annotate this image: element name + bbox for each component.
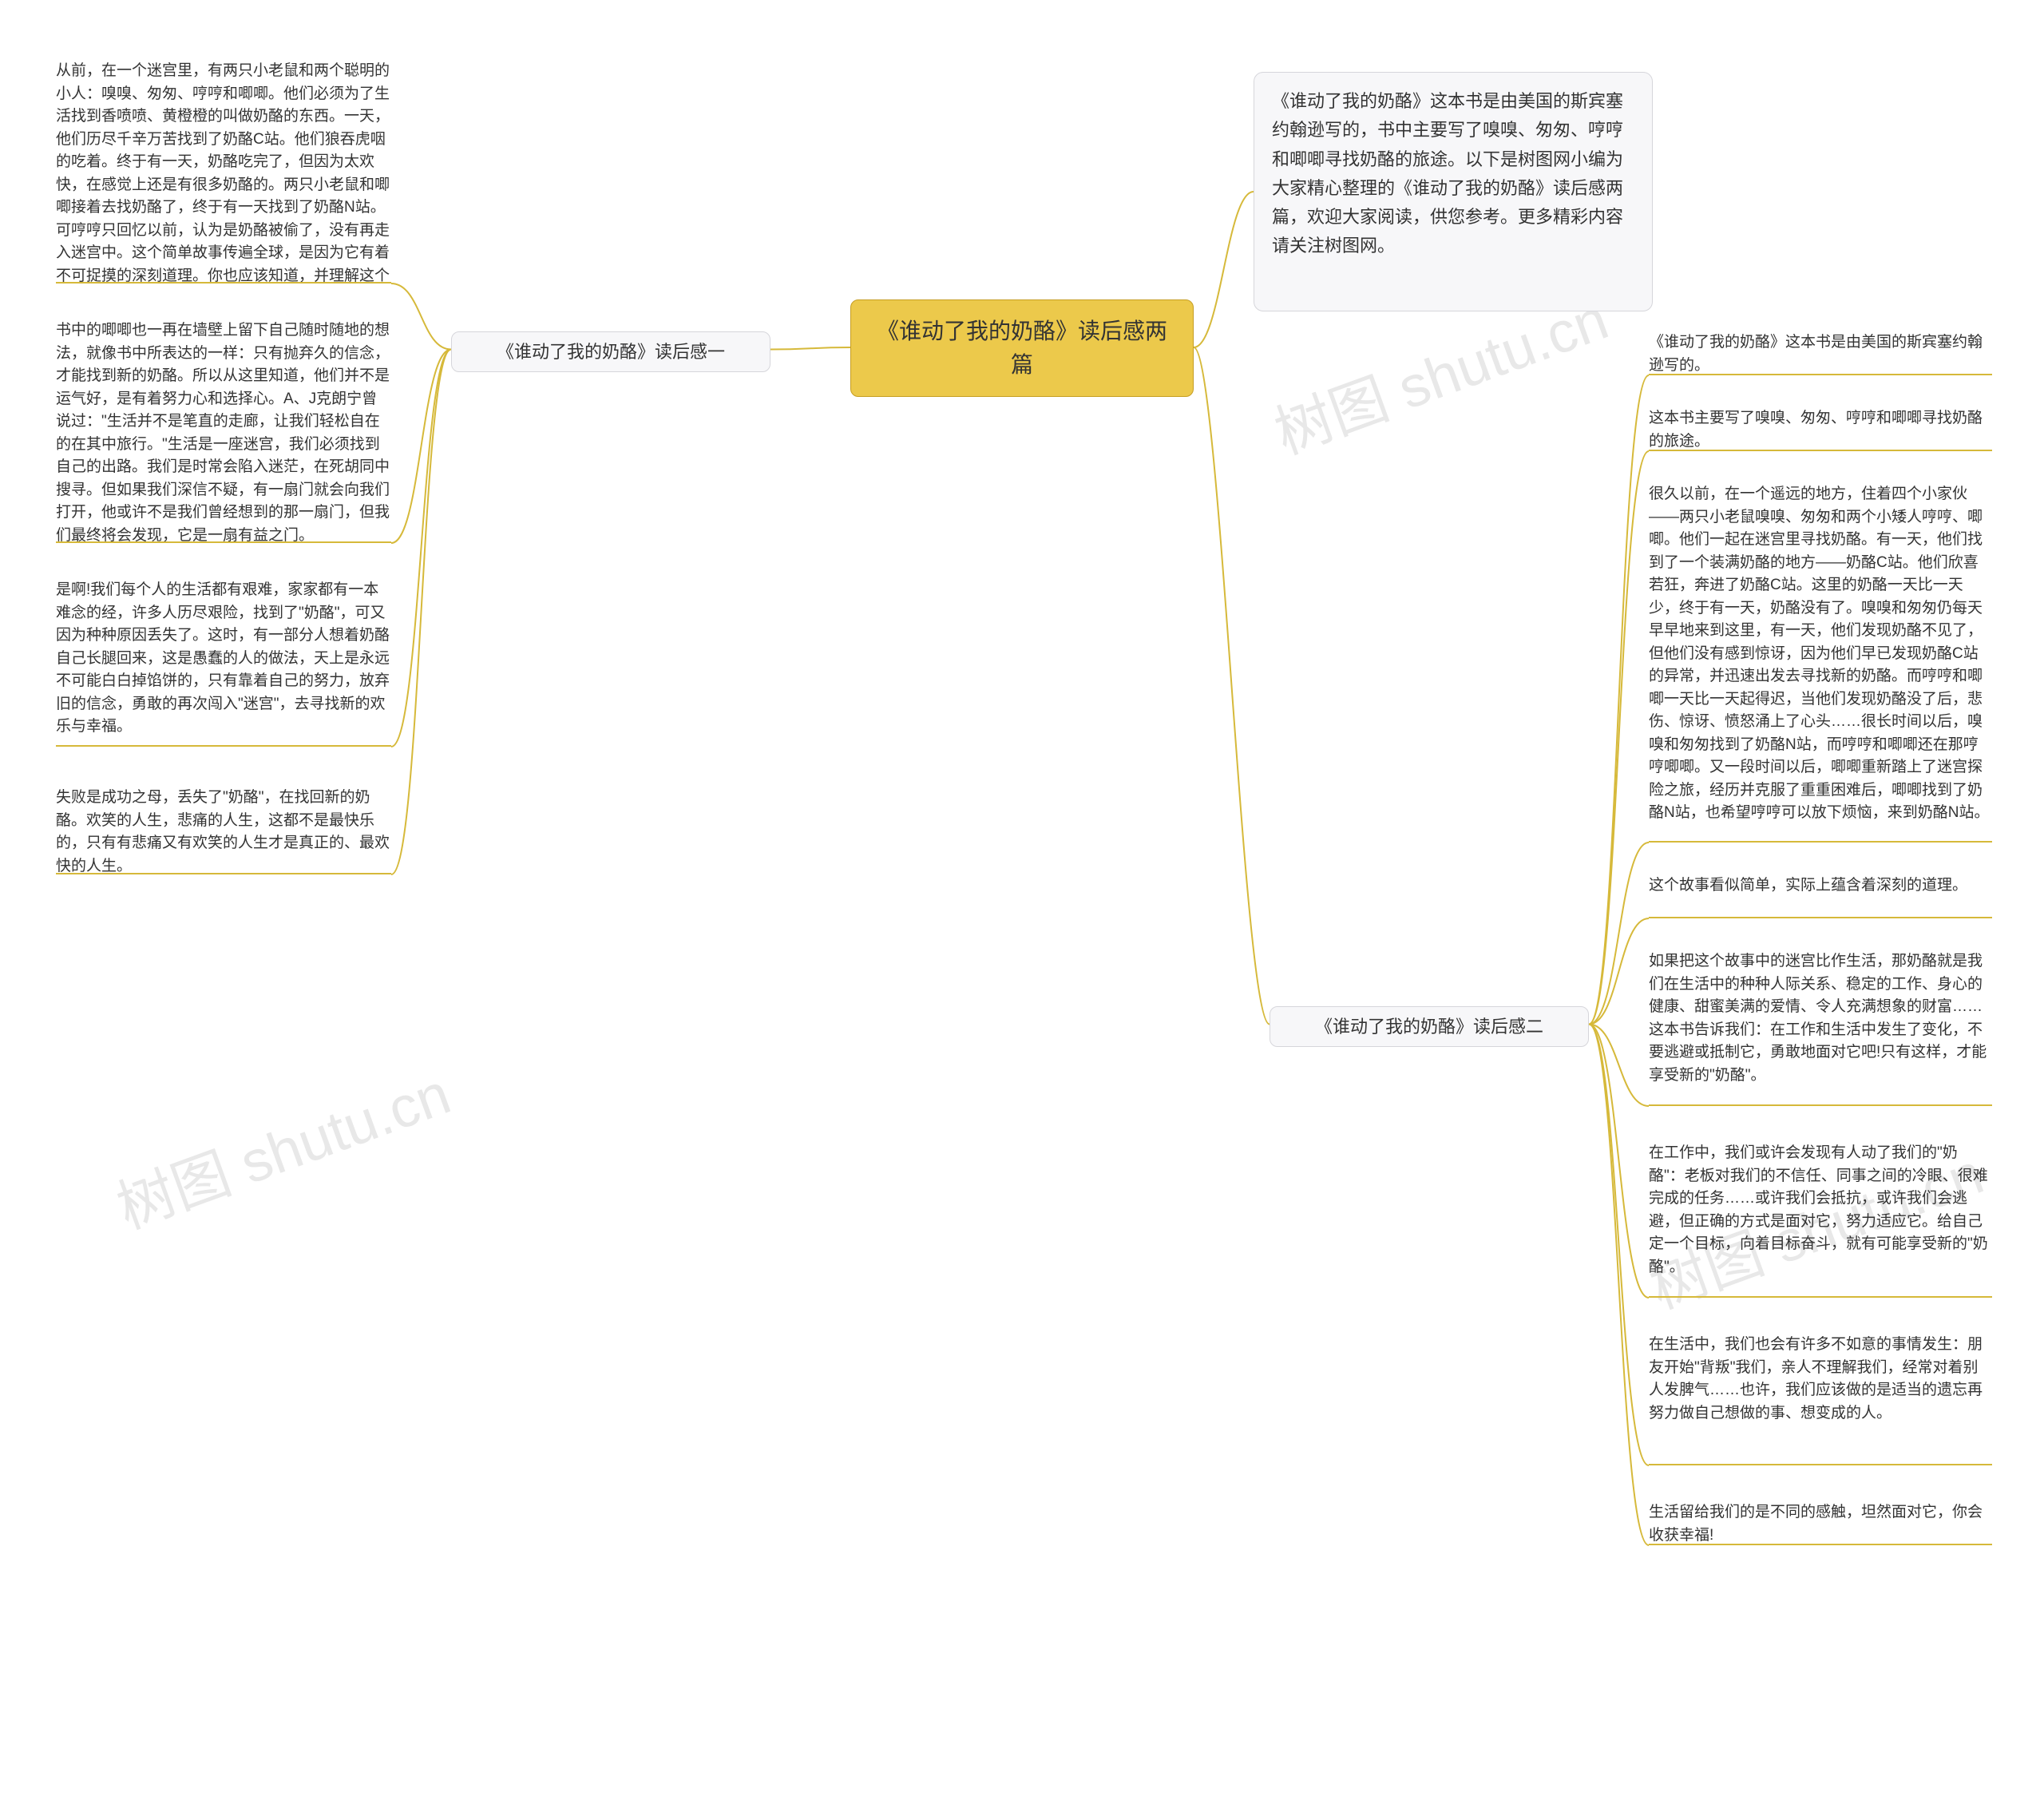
left-leaf-2-text: 是啊!我们每个人的生活都有艰难，家家都有一本难念的经，许多人历尽艰险，找到了"奶… — [56, 579, 391, 739]
right-leaf-4: 如果把这个故事中的迷宫比作生活，那奶酪就是我们在生活中的种种人际关系、稳定的工作… — [1649, 950, 1992, 1106]
right-leaf-6: 在生活中，我们也会有许多不如意的事情发生：朋友开始"背叛"我们，亲人不理解我们，… — [1649, 1334, 1992, 1465]
connector — [1589, 451, 1649, 1025]
right-leaf-5: 在工作中，我们或许会发现有人动了我们的"奶酪"：老板对我们的不信任、同事之间的冷… — [1649, 1142, 1992, 1298]
right-leaf-1-text: 这本书主要写了嗅嗅、匆匆、哼哼和唧唧寻找奶酪的旅途。 — [1649, 407, 1992, 451]
connector — [1589, 843, 1649, 1025]
connector — [391, 350, 451, 875]
left-leaf-3-text: 失败是成功之母，丢失了"奶酪"，在找回新的奶酪。欢笑的人生，悲痛的人生，这都不是… — [56, 787, 391, 874]
central-node-label: 《谁动了我的奶酪》读后感两篇 — [873, 315, 1171, 382]
connector — [1589, 1025, 1649, 1299]
left-leaf-0-text: 从前，在一个迷宫里，有两只小老鼠和两个聪明的小人：嗅嗅、匆匆、哼哼和唧唧。他们必… — [56, 60, 391, 284]
right-leaf-5-text: 在工作中，我们或许会发现有人动了我们的"奶酪"：老板对我们的不信任、同事之间的冷… — [1649, 1142, 1992, 1279]
left-leaf-1-text: 书中的唧唧也一再在墙壁上留下自己随时随地的想法，就像书中所表达的一样：只有抛弃久… — [56, 319, 391, 543]
left-leaf-1: 书中的唧唧也一再在墙壁上留下自己随时随地的想法，就像书中所表达的一样：只有抛弃久… — [56, 319, 391, 543]
right-leaf-7: 生活留给我们的是不同的感触，坦然面对它，你会收获幸福! — [1649, 1501, 1992, 1545]
mindmap-stage: 树图 shutu.cn树图 shutu.cn树图 shutu.cn《谁动了我的奶… — [0, 0, 2044, 1816]
branch-2-label: 《谁动了我的奶酪》读后感二 — [1315, 1013, 1543, 1040]
connector — [770, 347, 850, 350]
connector — [391, 284, 451, 350]
connector — [1589, 1025, 1649, 1466]
intro-node: 《谁动了我的奶酪》这本书是由美国的斯宾塞约翰逊写的，书中主要写了嗅嗅、匆匆、哼哼… — [1254, 72, 1653, 311]
right-leaf-3-text: 这个故事看似简单，实际上蕴含着深刻的道理。 — [1649, 874, 1967, 898]
right-leaf-7-text: 生活留给我们的是不同的感触，坦然面对它，你会收获幸福! — [1649, 1501, 1992, 1545]
right-leaf-2-text: 很久以前，在一个遥远的地方，住着四个小家伙——两只小老鼠嗅嗅、匆匆和两个小矮人哼… — [1649, 483, 1992, 825]
right-leaf-0: 《谁动了我的奶酪》这本书是由美国的斯宾塞约翰逊写的。 — [1649, 331, 1992, 375]
left-leaf-3: 失败是成功之母，丢失了"奶酪"，在找回新的奶酪。欢笑的人生，悲痛的人生，这都不是… — [56, 787, 391, 874]
connector — [1589, 918, 1649, 1025]
left-leaf-0: 从前，在一个迷宫里，有两只小老鼠和两个聪明的小人：嗅嗅、匆匆、哼哼和唧唧。他们必… — [56, 60, 391, 284]
connector — [1589, 1025, 1649, 1546]
connector — [1589, 375, 1649, 1025]
right-leaf-3: 这个故事看似简单，实际上蕴含着深刻的道理。 — [1649, 874, 1992, 918]
right-leaf-0-text: 《谁动了我的奶酪》这本书是由美国的斯宾塞约翰逊写的。 — [1649, 331, 1992, 375]
right-leaf-6-text: 在生活中，我们也会有许多不如意的事情发生：朋友开始"背叛"我们，亲人不理解我们，… — [1649, 1334, 1992, 1425]
right-leaf-2: 很久以前，在一个遥远的地方，住着四个小家伙——两只小老鼠嗅嗅、匆匆和两个小矮人哼… — [1649, 483, 1992, 843]
connector — [391, 350, 451, 544]
central-node: 《谁动了我的奶酪》读后感两篇 — [850, 299, 1194, 397]
connector — [1589, 1025, 1649, 1107]
branch-1-label: 《谁动了我的奶酪》读后感一 — [497, 339, 725, 365]
intro-node-label: 《谁动了我的奶酪》这本书是由美国的斯宾塞约翰逊写的，书中主要写了嗅嗅、匆匆、哼哼… — [1272, 91, 1623, 256]
right-leaf-1: 这本书主要写了嗅嗅、匆匆、哼哼和唧唧寻找奶酪的旅途。 — [1649, 407, 1992, 451]
branch-2: 《谁动了我的奶酪》读后感二 — [1270, 1006, 1589, 1047]
connector — [391, 350, 451, 747]
right-leaf-4-text: 如果把这个故事中的迷宫比作生活，那奶酪就是我们在生活中的种种人际关系、稳定的工作… — [1649, 950, 1992, 1087]
left-leaf-2: 是啊!我们每个人的生活都有艰难，家家都有一本难念的经，许多人历尽艰险，找到了"奶… — [56, 579, 391, 747]
watermark-2: 树图 shutu.cn — [104, 1047, 460, 1245]
connector — [1194, 347, 1270, 1025]
branch-1: 《谁动了我的奶酪》读后感一 — [451, 331, 770, 372]
connector — [1194, 192, 1254, 347]
